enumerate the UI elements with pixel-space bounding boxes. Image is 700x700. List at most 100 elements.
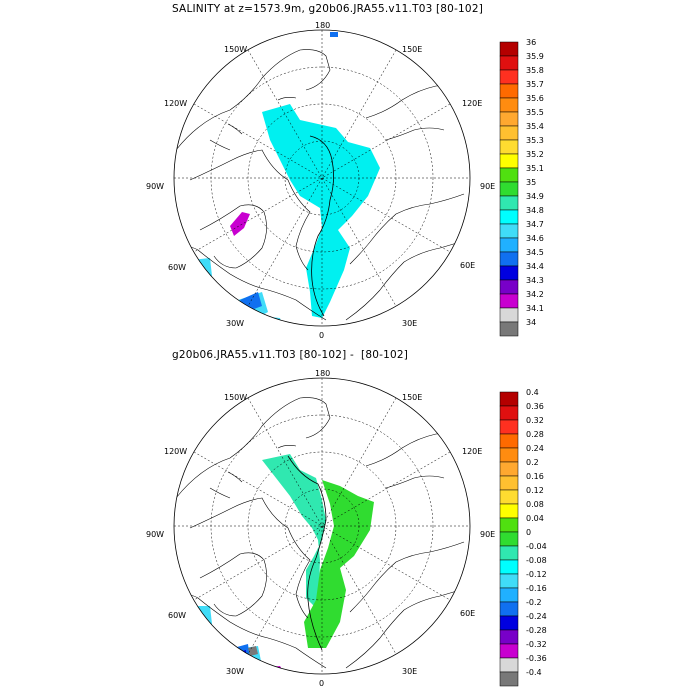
colorbar-2-swatch [499, 517, 519, 533]
p1-lon-150e: 150E [402, 45, 422, 54]
panel-2-field-labrador [192, 606, 212, 628]
colorbar-2-swatch [499, 503, 519, 519]
colorbar-1-swatch [499, 111, 519, 127]
colorbar-1-label: 34.3 [526, 276, 544, 285]
colorbar-1-label: 34.7 [526, 220, 544, 229]
colorbar-2-swatch [499, 531, 519, 547]
colorbar-2-label: 0.4 [526, 388, 539, 397]
colorbar-2-label: -0.36 [526, 654, 547, 663]
colorbar-1-swatch [499, 321, 519, 337]
colorbar-1-label: 35.1 [526, 164, 544, 173]
p2-lon-120e: 120E [462, 447, 482, 456]
panel-1-colorbar: 36 35.9 35.8 35.7 35.6 35.5 35.4 35.3 35.2 35.1 35… [499, 38, 544, 337]
colorbar-1-swatch [499, 307, 519, 323]
p1-lon-150w: 150W [224, 45, 247, 54]
panel-2-colorbar: 0.4 0.36 0.32 0.28 0.24 0.2 0.16 0.12 0.08 0.04 0 -… [499, 388, 547, 687]
panel-2-title: g20b06.JRA55.v11.T03 [80-102] - [80-102] [172, 349, 409, 361]
colorbar-1-swatch [499, 279, 519, 295]
colorbar-2-swatch [499, 461, 519, 477]
panel-2-field-sw-e [260, 666, 286, 674]
colorbar-1-label: 34.1 [526, 304, 544, 313]
panel-1-field-top-patch [330, 32, 338, 37]
p2-lon-90e: 90E [480, 530, 495, 539]
colorbar-1-label: 34.5 [526, 248, 544, 257]
colorbar-1-swatch [499, 223, 519, 239]
panel-1-field-labrador [192, 258, 212, 282]
colorbar-1-swatch [499, 209, 519, 225]
colorbar-1-label: 35.3 [526, 136, 544, 145]
colorbar-2-swatch [499, 629, 519, 645]
colorbar-2-label: 0.2 [526, 458, 539, 467]
colorbar-1-label: 35.5 [526, 108, 544, 117]
panel-1-contour [309, 135, 334, 317]
p2-lon-60w: 60W [168, 611, 186, 620]
panel-2-field-sw-b [226, 644, 250, 664]
panel-2-lon-labels: 180 150W 120W 90W 60W 30W 0 30E 60E 90E … [146, 369, 495, 688]
p1-lon-0: 0 [319, 331, 324, 340]
panel-1-map: 180 150W 120W 90W 60W 30W 0 30E 60E 90E … [146, 21, 544, 340]
panel-1-lon-labels: 180 150W 120W 90W 60W 30W 0 30E 60E 90E … [146, 21, 495, 340]
colorbar-1-swatch [499, 83, 519, 99]
colorbar-2-swatch [499, 475, 519, 491]
panel-2-map: 180 150W 120W 90W 60W 30W 0 30E 60E 90E … [146, 369, 547, 688]
colorbar-1-label: 35 [526, 178, 536, 187]
panel-1-field-arctic [262, 104, 380, 318]
p2-lon-180: 180 [315, 369, 330, 378]
colorbar-2-swatch [499, 615, 519, 631]
colorbar-2-swatch [499, 559, 519, 575]
colorbar-1-label: 36 [526, 38, 536, 47]
colorbar-1-label: 35.6 [526, 94, 544, 103]
colorbar-1-swatch [499, 153, 519, 169]
panel-2-field-negative [262, 454, 326, 610]
colorbar-1-swatch [499, 139, 519, 155]
colorbar-2-swatch [499, 587, 519, 603]
colorbar-2-label: 0.28 [526, 430, 544, 439]
panel-2-field-positive [304, 480, 374, 648]
panel-2-contour [287, 455, 327, 651]
colorbar-2-swatch [499, 601, 519, 617]
colorbar-2-swatch [499, 419, 519, 435]
colorbar-1-swatch [499, 251, 519, 267]
p2-lon-150w: 150W [224, 393, 247, 402]
colorbar-2-label: -0.08 [526, 556, 547, 565]
colorbar-1-label: 34.9 [526, 192, 544, 201]
colorbar-2-swatch [499, 489, 519, 505]
p2-lon-30e: 30E [402, 667, 417, 676]
panel-1-coastlines [175, 49, 467, 321]
p1-lon-90w: 90W [146, 182, 164, 191]
colorbar-2-swatch [499, 405, 519, 421]
colorbar-1-label: 34.8 [526, 206, 544, 215]
colorbar-1-swatch [499, 55, 519, 71]
colorbar-2-label: 0.12 [526, 486, 544, 495]
colorbar-2-label: 0.24 [526, 444, 544, 453]
panel-1-field-sw-d [218, 296, 226, 304]
colorbar-1-label: 35.4 [526, 122, 544, 131]
colorbar-2-label: 0.32 [526, 416, 544, 425]
colorbar-2-label: 0.04 [526, 514, 544, 523]
colorbar-1-swatch [499, 69, 519, 85]
colorbar-2-swatch [499, 391, 519, 407]
colorbar-2-label: 0.36 [526, 402, 544, 411]
colorbar-2-swatch [499, 657, 519, 673]
colorbar-2-swatch [499, 671, 519, 687]
colorbar-2-swatch [499, 573, 519, 589]
p2-lon-60e: 60E [460, 609, 475, 618]
colorbar-2-swatch [499, 545, 519, 561]
panel-2-field-sw-f [248, 646, 258, 656]
panel-1-meridians [174, 30, 470, 326]
panel-1-title: SALINITY at z=1573.9m, g20b06.JRA55.v11.… [172, 3, 483, 15]
colorbar-1-label: 34 [526, 318, 536, 327]
colorbar-1-swatch [499, 125, 519, 141]
colorbar-1-label: 35.9 [526, 52, 544, 61]
colorbar-1-label: 34.6 [526, 234, 544, 243]
colorbar-1-label: 34.2 [526, 290, 544, 299]
colorbar-2-label: -0.2 [526, 598, 542, 607]
colorbar-2-label: -0.04 [526, 542, 547, 551]
p1-lon-60e: 60E [460, 261, 475, 270]
colorbar-2-label: -0.28 [526, 626, 547, 635]
p1-lon-60w: 60W [168, 263, 186, 272]
colorbar-1-label: 35.7 [526, 80, 544, 89]
panel-2-boundary [173, 377, 471, 675]
colorbar-2-swatch [499, 447, 519, 463]
